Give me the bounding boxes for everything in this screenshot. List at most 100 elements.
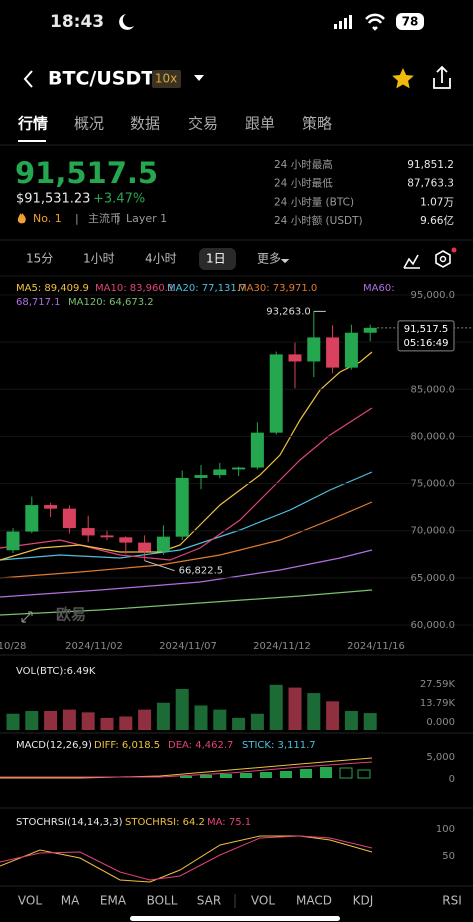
tab[interactable]: 交易 [188, 115, 218, 133]
fiat-price: $91,531.23 [16, 192, 90, 207]
volume-bar [307, 693, 321, 730]
wifi-icon [365, 13, 385, 31]
volume-bar [344, 710, 358, 730]
macd-stick: STICK: 3,111.7 [242, 740, 316, 751]
volume-bar [326, 701, 340, 730]
tab-underline [18, 140, 46, 142]
stat-label: 24 小时最低 [274, 177, 333, 190]
ma5-line [0, 351, 373, 561]
candle-body [25, 505, 39, 532]
diff-line [0, 757, 373, 779]
y-tick-label: 65,000.0 [410, 573, 455, 584]
stat-value: 91,851.2 [407, 159, 454, 171]
rank-tag: No. 1 [33, 212, 62, 225]
macd-label: MACD(12,26,9) [16, 740, 92, 751]
volume-bar [100, 717, 114, 730]
volume-bar [363, 713, 377, 730]
stat-label: 24 小时最高 [274, 158, 333, 171]
indicator-tab[interactable]: VOL [18, 894, 42, 908]
low-label: 66,822.5 [179, 566, 224, 577]
indicator-tab[interactable]: SAR [197, 894, 221, 908]
y-tick-label: 80,000.0 [410, 431, 455, 442]
candle-body [138, 542, 152, 552]
candle-body [62, 508, 76, 529]
indicator-tab[interactable]: EMA [100, 894, 127, 908]
stat-value: 87,763.3 [407, 178, 454, 190]
tab[interactable]: 数据 [130, 115, 160, 133]
interval[interactable]: 更多 [257, 252, 281, 266]
interval[interactable]: 1小时 [83, 252, 115, 266]
candle-body [250, 432, 264, 468]
macd-dea: DEA: 4,462.7 [168, 740, 233, 751]
indicator-button[interactable] [403, 254, 420, 269]
macd-diff: DIFF: 6,018.5 [94, 740, 160, 751]
settings-button[interactable] [435, 250, 451, 268]
stat-label: 24 小时量 (BTC) [274, 196, 354, 208]
volume-bar [288, 687, 302, 730]
status-time: 18:43 [50, 12, 104, 32]
stat-label: 24 小时额 (USDT) [274, 214, 363, 227]
last-price: 91,517.5 [15, 156, 158, 190]
x-tick-label: 10/28 [0, 641, 26, 652]
y-tick-label: 60,000.0 [410, 620, 455, 631]
y-tick-label: 95,000.0 [410, 290, 455, 301]
candle-body [307, 337, 321, 362]
tab[interactable]: 行情 [17, 115, 48, 133]
interval[interactable]: 15分 [26, 252, 53, 266]
candle-body [269, 354, 283, 433]
candle-body [194, 475, 208, 478]
leverage-badge [152, 70, 181, 88]
expand-button[interactable] [21, 611, 33, 623]
x-tick-label: 2024/11/12 [253, 641, 311, 652]
macd-histogram-hollow [339, 767, 371, 779]
volume-bar [232, 717, 246, 730]
indicator-tab[interactable]: KDJ [353, 894, 374, 908]
tab[interactable]: 策略 [302, 115, 332, 133]
y-tick-label: 27.59K [420, 679, 456, 690]
share-button[interactable] [433, 65, 451, 89]
back-button[interactable] [23, 70, 33, 88]
low-pointer [144, 560, 175, 572]
volume-bar [194, 705, 208, 730]
watermark: 欧易 [56, 606, 86, 624]
ma-legend: MA10: 83,960.1 [95, 283, 174, 294]
x-tick-label: 2024/11/16 [347, 641, 405, 652]
candle-body [44, 505, 58, 509]
interval[interactable]: 1日 [206, 252, 226, 266]
indicator-tab[interactable]: RSI [442, 894, 462, 908]
high-label: 93,263.0 [266, 306, 311, 317]
stochrsi-ma-line [0, 835, 373, 881]
signal-icon [334, 15, 352, 29]
candle-body [232, 467, 246, 470]
indicator-tab[interactable]: MA [61, 894, 80, 908]
ma30-line [0, 501, 373, 579]
ma-legend: MA20: 77,131.7 [167, 283, 246, 294]
pair-dropdown[interactable] [194, 75, 204, 81]
layer-tag: Layer 1 [126, 212, 167, 225]
volume-bar [269, 684, 283, 730]
battery-icon [396, 13, 424, 30]
interval[interactable]: 4小时 [145, 252, 177, 266]
tab[interactable]: 概况 [74, 115, 104, 133]
indicator-tab[interactable]: VOL [251, 894, 275, 908]
pair-name[interactable]: BTC/USDT [48, 68, 154, 90]
settings-dot [439, 255, 447, 263]
ma-legend: MA30: 73,971.0 [238, 283, 317, 294]
indicator-tab[interactable]: MACD [296, 894, 332, 908]
favorite-star[interactable] [392, 68, 414, 89]
stochrsi-label: STOCHRSI(14,14,3,3) [16, 817, 123, 828]
candle-body [213, 469, 227, 476]
ma-legend: 68,717.1 [16, 297, 61, 308]
indicator-tab[interactable]: BOLL [147, 894, 178, 908]
y-tick-label: 0.000 [426, 717, 455, 728]
candle-body [100, 535, 114, 538]
stat-value: 1.07万 [420, 196, 454, 208]
volume-bar [6, 713, 20, 730]
tab[interactable]: 跟单 [245, 115, 275, 133]
candle-body [156, 536, 170, 552]
ma120-line [0, 589, 373, 616]
x-tick-label: 2024/11/02 [65, 641, 123, 652]
macd-plot [0, 757, 373, 779]
